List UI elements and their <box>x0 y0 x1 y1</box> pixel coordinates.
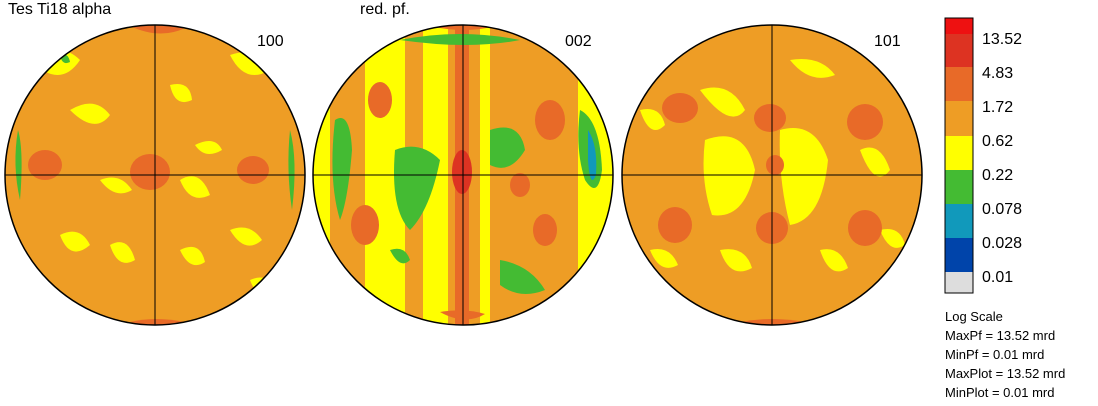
pole-label-002: 002 <box>565 33 592 50</box>
info-scale: Log Scale <box>945 309 1003 324</box>
legend-level-label: 0.028 <box>982 235 1023 252</box>
legend-level-label: 1.72 <box>982 99 1014 116</box>
legend-swatch <box>945 170 973 204</box>
info-min-pf: MinPf = 0.01 mrd <box>945 347 1045 362</box>
legend-level-label: 13.52 <box>982 31 1023 48</box>
info-max-pf: MaxPf = 13.52 mrd <box>945 328 1056 343</box>
legend-color-bar <box>944 17 974 294</box>
legend-swatch <box>945 67 973 101</box>
legend-swatch <box>945 101 973 136</box>
legend-swatch <box>945 34 973 67</box>
legend-swatch <box>945 204 973 238</box>
pole-label-100: 100 <box>257 33 284 50</box>
legend-level-label: 4.83 <box>982 65 1014 82</box>
legend-swatch <box>945 136 973 170</box>
figure-title: Tes Ti18 alpha <box>8 1 112 18</box>
legend-swatch <box>945 18 973 34</box>
legend-level-label: 0.01 <box>982 269 1014 286</box>
legend-frame <box>944 17 974 294</box>
legend-level-label: 0.22 <box>982 167 1014 184</box>
figure-subtitle: red. pf. <box>360 1 410 18</box>
info-min-plot: MinPlot = 0.01 mrd <box>945 385 1055 400</box>
info-max-plot: MaxPlot = 13.52 mrd <box>945 366 1066 381</box>
legend-swatch <box>945 238 973 272</box>
legend-level-label: 0.62 <box>982 133 1014 150</box>
pole-figure-axes <box>5 25 922 325</box>
legend-level-label: 0.078 <box>982 201 1023 218</box>
legend-swatch <box>945 272 973 293</box>
pole-label-101: 101 <box>874 33 901 50</box>
